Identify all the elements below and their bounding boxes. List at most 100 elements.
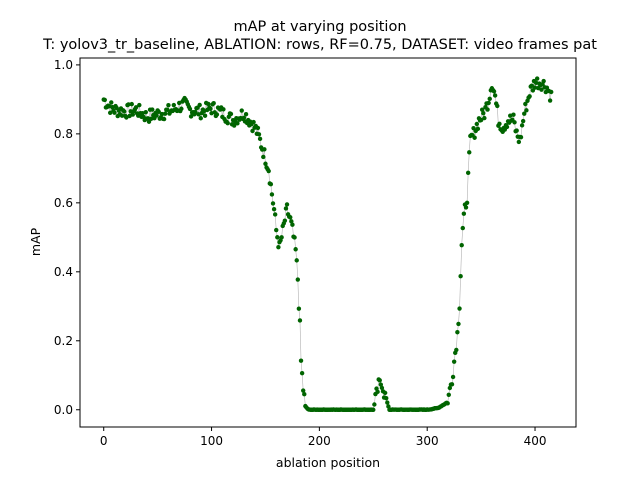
data-point [257, 136, 263, 142]
data-point [302, 392, 307, 397]
data-point [187, 106, 193, 112]
y-tick-label: 0.4 [54, 265, 73, 279]
data-point [520, 118, 526, 124]
chart-subtitle: T: yolov3_tr_baseline, ABLATION: rows, R… [42, 37, 597, 53]
x-tick-label: 400 [524, 434, 547, 448]
data-point [119, 113, 125, 118]
data-point [456, 321, 461, 327]
data-point [239, 108, 244, 113]
data-point [485, 107, 490, 112]
data-point [495, 103, 500, 109]
data-point [275, 235, 280, 240]
data-point [534, 76, 540, 81]
data-point [301, 388, 306, 393]
data-point [492, 93, 498, 98]
data-point [465, 170, 471, 176]
data-point [479, 107, 485, 112]
data-point [461, 211, 467, 216]
data-point [529, 83, 534, 88]
data-point [133, 105, 139, 110]
data-point [450, 374, 456, 380]
data-point [482, 115, 487, 121]
data-point [282, 218, 288, 223]
data-point [523, 101, 528, 107]
data-point [129, 101, 134, 107]
data-point [256, 132, 262, 137]
data-point [379, 385, 385, 391]
data-point [455, 330, 460, 335]
data-point [385, 400, 390, 405]
x-tick-label: 0 [100, 434, 108, 448]
data-point [289, 219, 294, 224]
data-point [375, 389, 380, 395]
data-point [251, 119, 256, 125]
data-point [527, 94, 532, 99]
data-point [188, 114, 194, 119]
data-point [193, 109, 198, 115]
data-point [266, 168, 271, 174]
data-point [284, 202, 290, 207]
data-point [171, 102, 177, 108]
data-point [261, 154, 266, 160]
data-point [263, 161, 268, 166]
data-point [162, 111, 168, 116]
data-point [270, 201, 276, 206]
data-point [514, 128, 519, 133]
data-point [297, 318, 303, 323]
data-point [179, 106, 184, 111]
data-point [293, 247, 298, 252]
data-point [295, 277, 301, 282]
y-tick-label: 0.6 [54, 196, 73, 210]
data-point [467, 150, 472, 155]
data-point [228, 111, 234, 117]
data-point [231, 123, 237, 128]
data-point [197, 102, 202, 108]
data-point [262, 147, 267, 152]
data-point [449, 382, 455, 387]
data-point [165, 107, 170, 112]
x-tick-label: 100 [200, 434, 223, 448]
data-point [250, 128, 255, 134]
data-point [283, 206, 289, 211]
data-point [549, 89, 554, 95]
data-point [475, 126, 481, 132]
data-point [541, 78, 546, 84]
data-point [478, 117, 484, 123]
y-tick-label: 0.2 [54, 334, 73, 348]
data-point [211, 101, 216, 106]
data-point [463, 205, 469, 210]
data-point [221, 107, 226, 112]
data-point [372, 402, 377, 407]
data-point [145, 116, 151, 121]
data-point [241, 115, 247, 121]
data-point [137, 102, 142, 108]
data-point [269, 192, 275, 197]
data-point [378, 382, 384, 387]
data-point [272, 212, 278, 217]
data-point [511, 112, 516, 117]
data-point [154, 113, 159, 118]
data-point [208, 106, 213, 111]
x-tick-label: 300 [416, 434, 439, 448]
data-point [486, 100, 491, 106]
data-point [522, 111, 527, 116]
data-point [206, 101, 211, 107]
data-point [112, 110, 117, 115]
data-point [516, 139, 522, 145]
data-point [294, 258, 299, 263]
data-point [109, 100, 114, 105]
x-axis-label: ablation position [276, 455, 380, 470]
chart-title: mAP at varying position [233, 19, 406, 35]
series-line [103, 78, 552, 411]
data-point [384, 395, 389, 401]
data-point [487, 96, 492, 102]
data-point [161, 116, 167, 122]
data-point [279, 235, 284, 240]
data-point [512, 120, 517, 125]
data-point [150, 107, 155, 112]
data-point [102, 97, 108, 103]
data-point [457, 306, 462, 311]
data-point [122, 109, 127, 114]
data-point [235, 121, 240, 126]
